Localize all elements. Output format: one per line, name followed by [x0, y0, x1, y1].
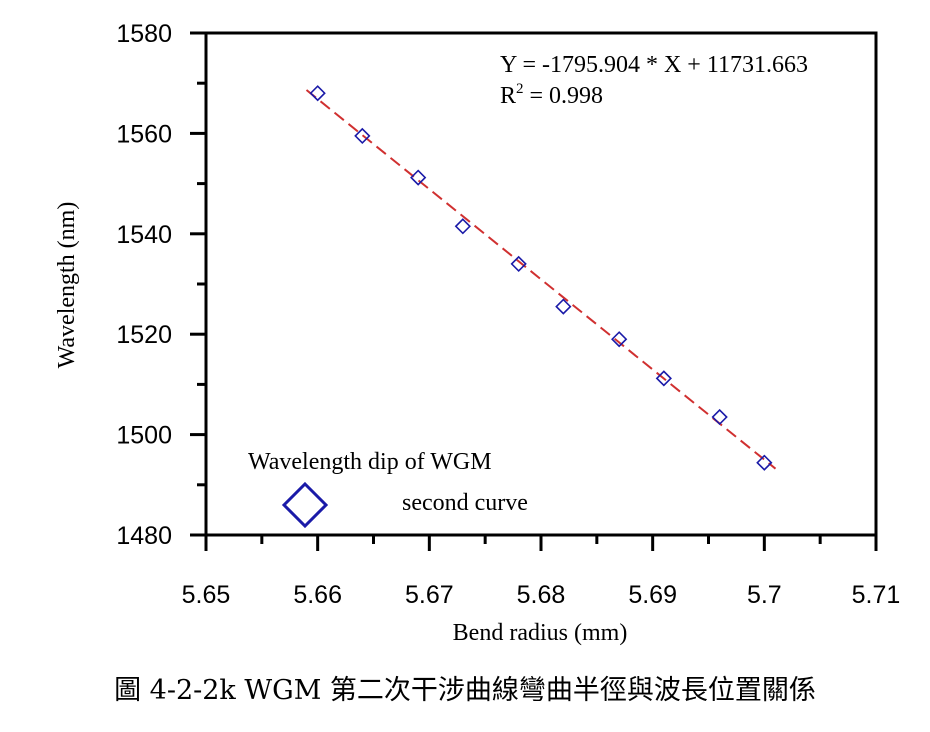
- data-point: [354, 127, 371, 145]
- r-squared-prefix: R: [500, 83, 516, 109]
- x-tick-label: 5.68: [517, 581, 566, 609]
- legend-diamond-marker: [281, 481, 329, 529]
- x-tick-label: 5.66: [293, 581, 342, 609]
- y-tick-label: 1580: [116, 20, 172, 48]
- x-tick-label: 5.71: [852, 581, 901, 609]
- plot-frame: [204, 31, 878, 537]
- y-tick-label: 1520: [116, 321, 172, 349]
- legend-title: Wavelength dip of WGM: [248, 449, 492, 475]
- data-point: [611, 331, 628, 348]
- data-point: [756, 454, 773, 471]
- x-tick-label: 5.7: [747, 581, 782, 609]
- legend-entry: second curve: [402, 490, 528, 516]
- data-points: [309, 85, 773, 471]
- y-tick-labels: 1480 1500 1520 1540 1560 1580: [116, 20, 172, 550]
- r-squared-suffix: = 0.998: [524, 83, 604, 109]
- data-point: [454, 218, 471, 235]
- y-tick-label: 1500: [116, 422, 172, 450]
- y-tick-label: 1560: [116, 120, 172, 148]
- x-tick-labels: 5.65 5.66 5.67 5.68 5.69 5.7 5.71: [182, 581, 901, 609]
- x-tick-label: 5.67: [405, 581, 454, 609]
- data-point: [711, 408, 728, 426]
- data-point: [410, 169, 427, 186]
- data-point: [510, 255, 527, 273]
- regression-equation: Y = -1795.904 * X + 11731.663: [500, 52, 808, 78]
- x-tick-label: 5.69: [628, 581, 677, 609]
- data-point: [555, 298, 572, 315]
- fit-line: [305, 89, 777, 470]
- r-squared: R2 = 0.998: [500, 81, 603, 109]
- data-point: [309, 85, 326, 102]
- chart: 5.65 5.66 5.67 5.68 5.69 5.7 5.71 1480 1500 1520…: [54, 20, 901, 646]
- figure-caption: 圖 4-2-2k WGM 第二次干涉曲線彎曲半徑與波長位置關係: [114, 675, 816, 706]
- y-tick-label: 1480: [116, 522, 172, 550]
- y-axis-title: Wavelength (nm): [54, 202, 80, 369]
- major-ticks: [190, 31, 878, 551]
- data-point: [655, 370, 672, 387]
- x-axis-title: Bend radius (mm): [453, 620, 628, 646]
- y-tick-label: 1540: [116, 221, 172, 249]
- r-squared-sup: 2: [516, 81, 524, 97]
- x-tick-label: 5.65: [182, 581, 231, 609]
